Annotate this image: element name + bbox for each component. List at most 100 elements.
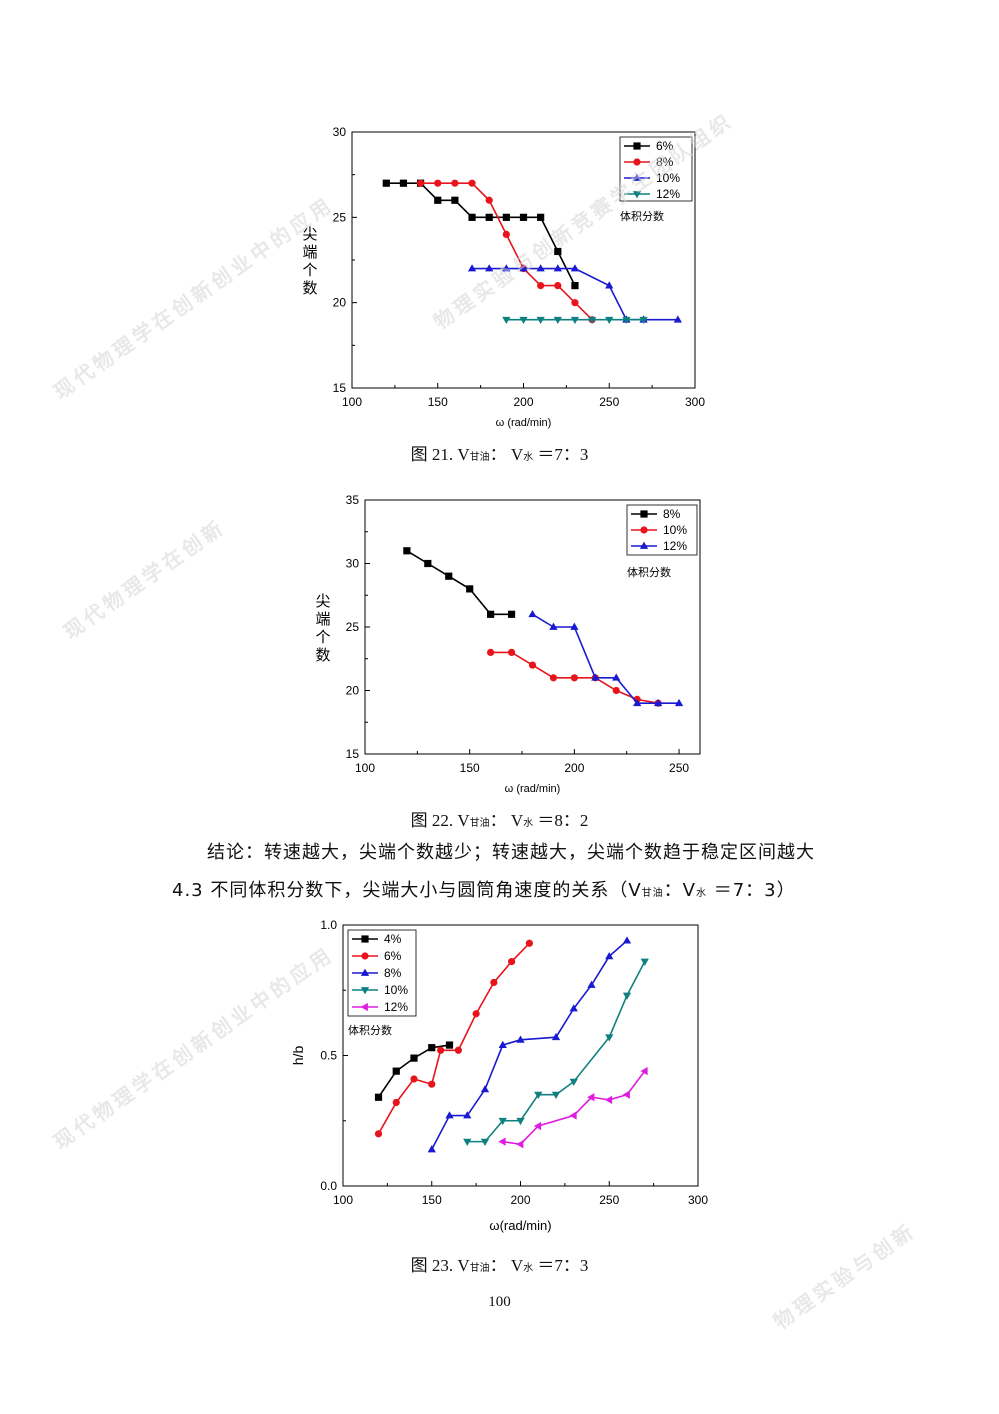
legend-label: 10% (656, 171, 680, 185)
legend-marker (640, 526, 648, 534)
data-point (463, 1111, 472, 1119)
series-line (386, 182, 576, 286)
legend-marker (639, 541, 649, 549)
series-8pct (403, 547, 516, 618)
data-point (622, 316, 631, 325)
data-point (605, 1034, 614, 1042)
data-point (485, 213, 493, 221)
x-tick-label: 100 (355, 761, 375, 775)
data-point (622, 936, 632, 944)
data-point (374, 1130, 383, 1138)
series-line (467, 961, 646, 1143)
legend-label: 8% (663, 507, 681, 521)
legend-label: 6% (656, 139, 674, 153)
series-6pct (374, 939, 533, 1138)
y-tick-label: 30 (333, 125, 347, 139)
data-point (508, 957, 516, 966)
data-point (451, 179, 459, 187)
data-point (502, 230, 510, 238)
data-point (516, 1035, 525, 1043)
legend-title: 体积分数 (620, 209, 664, 223)
data-point (498, 1137, 506, 1146)
data-point (604, 1095, 613, 1105)
data-point (485, 196, 493, 204)
legend-box (619, 136, 693, 202)
y-axis-label-char: 个 (315, 629, 330, 646)
legend-marker (360, 1002, 368, 1012)
series-line (406, 550, 512, 616)
legend-marker (360, 968, 370, 976)
x-tick-label: 300 (685, 395, 705, 409)
data-point (399, 179, 408, 187)
data-point (622, 992, 632, 1000)
series-line (420, 182, 593, 321)
legend-marker (632, 173, 642, 181)
data-point (569, 1078, 578, 1086)
series-10pct (467, 264, 682, 323)
data-point (537, 282, 545, 290)
data-point (490, 978, 498, 987)
data-point (554, 282, 562, 290)
data-point (605, 281, 614, 289)
data-point (640, 958, 649, 966)
y-tick-label: 35 (346, 493, 360, 507)
x-tick-label: 200 (564, 761, 584, 775)
data-point (587, 980, 596, 988)
series-line (472, 267, 678, 321)
legend: 6% 8% 10% 12% (619, 136, 693, 202)
data-point (591, 673, 600, 681)
data-point (467, 264, 477, 272)
series-line (377, 942, 530, 1135)
data-point (549, 622, 558, 630)
data-point (454, 1046, 462, 1054)
data-point (571, 299, 579, 307)
legend-label: 6% (384, 949, 402, 963)
data-point (468, 213, 476, 221)
chart-fig23: 100 150 200 250 300 0.0 0.5 1.0 ω(rad/min) h/b 4% 6… (290, 918, 708, 1233)
data-point (622, 1090, 630, 1099)
y-tick-label: 20 (346, 684, 360, 698)
y-tick-label: 20 (333, 296, 347, 310)
legend-label: 4% (384, 932, 402, 946)
data-point (569, 1004, 578, 1012)
data-point (485, 264, 494, 272)
data-point (480, 1085, 490, 1093)
data-point (639, 316, 648, 325)
y-tick-label: 15 (346, 747, 360, 761)
y-tick-label: 25 (333, 210, 347, 224)
series-12pct (498, 1067, 648, 1149)
caption-fig21: 图 21. V甘油： V水 ＝7：3 (410, 445, 589, 464)
data-point (569, 1111, 577, 1120)
legend-label: 12% (663, 539, 687, 553)
legend-marker (360, 987, 370, 995)
series-12pct (528, 609, 684, 707)
data-point (673, 315, 682, 323)
data-point (424, 559, 432, 568)
data-point (445, 1111, 454, 1119)
legend-label: 10% (663, 523, 687, 537)
x-tick-label: 300 (688, 1193, 708, 1207)
data-point (410, 1054, 418, 1062)
y-axis-label-char: 数 (315, 647, 330, 664)
legend: 8% 10% 12% (626, 504, 698, 556)
legend-marker (640, 510, 648, 518)
data-point (507, 610, 516, 618)
x-axis-label: ω (rad/min) (496, 417, 552, 429)
data-point (570, 316, 580, 325)
legend-label: 12% (656, 187, 680, 201)
data-point (374, 1093, 383, 1101)
data-point (480, 1138, 490, 1146)
data-point (434, 179, 442, 187)
y-axis-label-char: 数 (302, 280, 317, 297)
series-line (532, 613, 680, 705)
legend-label: 8% (384, 966, 402, 980)
series-line (502, 1070, 646, 1146)
x-tick-label: 100 (342, 395, 362, 409)
chart-fig22: 100 150 200 250 15 20 25 30 35 ω (rad/min) 尖端个数 8% 1… (315, 493, 701, 795)
data-point (551, 1091, 561, 1099)
series-8pct (417, 179, 596, 324)
legend-marker (632, 191, 642, 199)
data-point (382, 179, 390, 187)
legend-label: 12% (384, 1000, 408, 1014)
data-point (502, 264, 511, 272)
